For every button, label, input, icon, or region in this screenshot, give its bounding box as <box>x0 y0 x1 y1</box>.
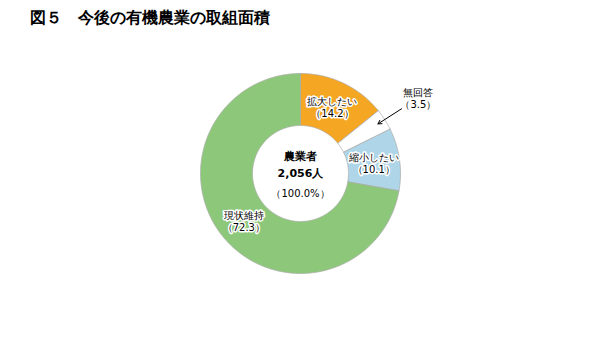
svg-text:拡大したい（14.2）: 拡大したい（14.2） <box>307 96 357 119</box>
svg-text:2,056人: 2,056人 <box>278 167 325 180</box>
svg-text:縮小したい（10.1）: 縮小したい（10.1） <box>348 152 399 175</box>
svg-text:農業者: 農業者 <box>283 150 317 163</box>
html-text:図５ 今後の有機農業の取組面積: 図５ 今後の有機農業の取組面積 <box>30 8 270 27</box>
svg-text:（100.0%）: （100.0%） <box>271 188 329 199</box>
svg-text:無回答（3.5）: 無回答（3.5） <box>400 87 436 110</box>
svg-text:現状維持（72.3）: 現状維持（72.3） <box>223 210 265 233</box>
